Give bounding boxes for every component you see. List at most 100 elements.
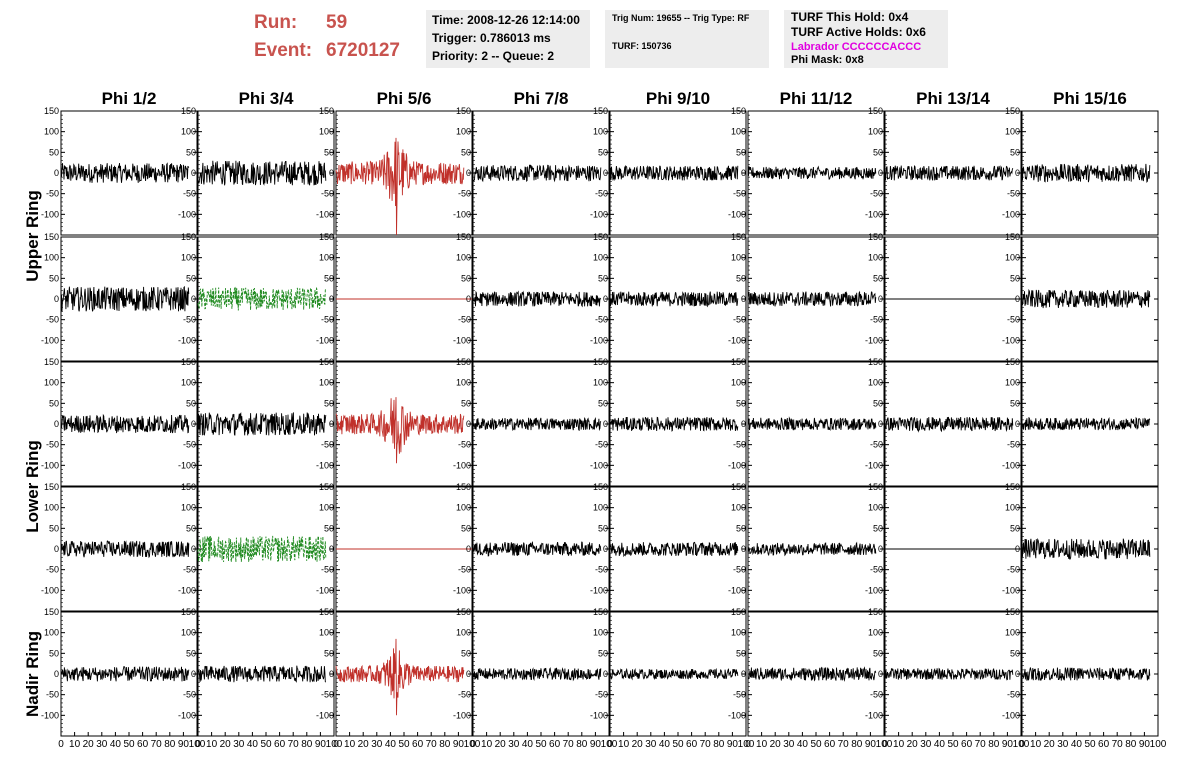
waveform-panel: -100 -50 0 50 100 150 — [453, 232, 610, 362]
y-tick-label: 50 — [49, 398, 59, 408]
x-tick-label: 60 — [274, 739, 286, 750]
y-tick-label: 100 — [593, 628, 608, 638]
waveform-panel: -100 -50 0 50 100 150 — [316, 482, 473, 612]
waveform-panel: -100 -50 0 50 100 150 — [865, 106, 1022, 236]
y-tick-label: 100 — [44, 628, 59, 638]
x-tick-label: 30 — [508, 739, 520, 750]
y-tick-label: 150 — [731, 607, 746, 617]
x-tick-label: 10 — [69, 739, 81, 750]
y-tick-label: -100 — [453, 585, 471, 595]
y-tick-label: 50 — [736, 147, 746, 157]
y-tick-label: -100 — [178, 209, 196, 219]
y-tick-label: -100 — [178, 335, 196, 345]
y-tick-label: -50 — [1007, 565, 1020, 575]
y-tick-label: -50 — [321, 315, 334, 325]
priority-text: Priority: 2 -- Queue: 2 — [432, 49, 554, 63]
run-value: 59 — [326, 12, 347, 33]
panel-frame — [747, 486, 885, 612]
x-tick-label: 60 — [137, 739, 149, 750]
x-tick-label: 50 — [672, 739, 684, 750]
y-tick-label: -100 — [316, 335, 334, 345]
y-tick-label: 50 — [598, 273, 608, 283]
y-tick-label: 150 — [44, 106, 59, 116]
y-tick-label: 150 — [1005, 106, 1020, 116]
y-tick-label: 100 — [868, 378, 883, 388]
y-tick-label: 50 — [461, 648, 471, 658]
x-tick-label: 70 — [151, 739, 163, 750]
waveform-trace — [609, 165, 739, 182]
waveform-trace — [884, 416, 1014, 433]
y-tick-label: 0 — [54, 419, 59, 429]
y-tick-label: 150 — [319, 482, 334, 492]
x-tick-label: 70 — [1112, 739, 1124, 750]
y-tick-label: -50 — [458, 440, 471, 450]
column-title: Phi 7/8 — [514, 89, 569, 108]
y-tick-label: 100 — [319, 127, 334, 137]
x-tick-label: 100 — [189, 739, 206, 750]
y-tick-label: 100 — [181, 628, 196, 638]
turf-info-box — [784, 10, 948, 68]
x-tick-label: 40 — [110, 739, 122, 750]
x-tick-label: 50 — [398, 739, 410, 750]
y-tick-label: 150 — [731, 357, 746, 367]
y-tick-label: -100 — [453, 335, 471, 345]
y-tick-label: 150 — [868, 106, 883, 116]
waveform-panel: -100 -50 0 50 100 150 — [41, 357, 198, 487]
x-tick-label: 10 — [893, 739, 905, 750]
y-tick-label: -100 — [1002, 585, 1020, 595]
x-tick-label: 70 — [838, 739, 850, 750]
y-tick-label: 0 — [54, 294, 59, 304]
y-tick-label: 100 — [456, 127, 471, 137]
column-titles: Phi 1/2 Phi 3/4 Phi 5/6 Phi 7/8 Phi 9/10 Phi … — [102, 89, 1127, 108]
waveform-trace — [472, 667, 602, 682]
y-tick-label: 0 — [741, 669, 746, 679]
y-tick-label: 0 — [1015, 168, 1020, 178]
x-tick-label: 30 — [920, 739, 932, 750]
y-tick-label: -100 — [728, 209, 746, 219]
waveform-trace — [747, 290, 877, 307]
x-tick-label: 90 — [315, 739, 327, 750]
x-tick-label: 80 — [301, 739, 313, 750]
y-tick-label: -100 — [590, 460, 608, 470]
y-tick-label: -50 — [458, 189, 471, 199]
y-tick-label: 150 — [44, 357, 59, 367]
x-tick-label: 90 — [178, 739, 190, 750]
x-tick-label: 0 — [607, 739, 613, 750]
y-tick-label: 100 — [319, 253, 334, 263]
y-tick-label: 0 — [54, 544, 59, 554]
y-tick-label: -50 — [458, 315, 471, 325]
waveform-panel: -100 -50 0 50 100 150 — [728, 106, 885, 236]
y-tick-label: -50 — [870, 315, 883, 325]
y-tick-label: -50 — [595, 189, 608, 199]
y-tick-label: 0 — [54, 669, 59, 679]
x-tick-label: 0 — [745, 739, 751, 750]
x-tick-label: 0 — [195, 739, 201, 750]
x-tick-label: 30 — [783, 739, 795, 750]
waveform-trace — [197, 160, 327, 186]
y-tick-label: 0 — [329, 294, 334, 304]
x-tick-label: 40 — [659, 739, 671, 750]
trig-info-box — [605, 10, 769, 68]
x-tick-label: 60 — [961, 739, 973, 750]
y-tick-label: 150 — [44, 232, 59, 242]
waveform-trace — [472, 541, 602, 557]
x-tick-label: 100 — [1150, 739, 1167, 750]
y-tick-label: 0 — [603, 294, 608, 304]
y-tick-label: 100 — [456, 378, 471, 388]
y-tick-label: 50 — [461, 147, 471, 157]
x-tick-label: 60 — [686, 739, 698, 750]
x-tick-label: 90 — [865, 739, 877, 750]
y-tick-label: 50 — [186, 648, 196, 658]
y-tick-label: 100 — [1005, 253, 1020, 263]
y-tick-label: 0 — [878, 168, 883, 178]
y-tick-label: -100 — [316, 585, 334, 595]
waveform-trace — [609, 541, 739, 558]
waveform-panel: -100 -50 0 50 100 150 — [178, 106, 335, 236]
waveform-trace — [609, 416, 739, 432]
y-tick-label: -50 — [1007, 690, 1020, 700]
x-tick-label: 50 — [535, 739, 547, 750]
x-tick-label: 70 — [288, 739, 300, 750]
y-tick-label: 50 — [324, 523, 334, 533]
y-tick-label: 50 — [598, 147, 608, 157]
y-tick-label: 100 — [456, 503, 471, 513]
